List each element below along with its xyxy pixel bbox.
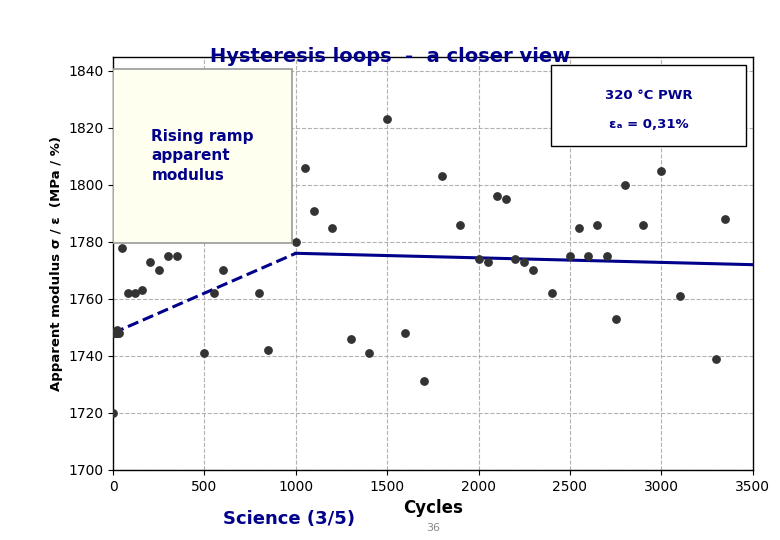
Point <box>363 349 375 357</box>
Point <box>122 289 134 298</box>
Point <box>299 164 311 172</box>
Point <box>527 266 540 275</box>
Point <box>108 329 120 338</box>
Point <box>253 289 265 298</box>
Point <box>710 354 722 363</box>
Point <box>161 252 174 260</box>
Point <box>171 252 183 260</box>
FancyBboxPatch shape <box>551 65 746 145</box>
Point <box>491 192 503 201</box>
Point <box>112 329 125 338</box>
Point <box>112 329 124 338</box>
Text: Science (3/5): Science (3/5) <box>222 510 355 529</box>
Point <box>564 252 576 260</box>
Point <box>326 224 339 232</box>
Point <box>673 292 686 300</box>
Point <box>271 206 284 215</box>
Text: Rising ramp
apparent
modulus: Rising ramp apparent modulus <box>151 129 254 183</box>
Point <box>609 314 622 323</box>
Point <box>108 329 121 338</box>
Point <box>719 215 732 224</box>
Point <box>111 326 123 334</box>
Point <box>107 329 119 338</box>
Point <box>180 226 193 235</box>
Text: Hysteresis loops  -  a closer view: Hysteresis loops - a closer view <box>210 47 570 66</box>
Point <box>129 289 141 298</box>
Point <box>153 266 165 275</box>
Point <box>619 180 631 189</box>
Point <box>454 220 466 229</box>
Point <box>509 255 521 264</box>
Text: εₐ = 0,31%: εₐ = 0,31% <box>609 118 689 131</box>
Point <box>518 258 530 266</box>
X-axis label: Cycles: Cycles <box>403 499 463 517</box>
Point <box>116 243 129 252</box>
Point <box>217 266 229 275</box>
Text: 320 °C PWR: 320 °C PWR <box>605 90 693 103</box>
Point <box>308 206 321 215</box>
Point <box>144 258 156 266</box>
Point <box>207 289 220 298</box>
Point <box>399 329 412 338</box>
Point <box>436 172 448 181</box>
Point <box>582 252 594 260</box>
Point <box>186 226 198 235</box>
Point <box>235 224 247 232</box>
Point <box>107 408 119 417</box>
Point <box>473 255 485 264</box>
Point <box>244 220 257 229</box>
Y-axis label: Apparent modulus σ / ε  (MPa / %): Apparent modulus σ / ε (MPa / %) <box>50 136 62 391</box>
Point <box>545 289 558 298</box>
FancyBboxPatch shape <box>113 69 292 242</box>
Point <box>500 195 512 204</box>
Point <box>381 115 393 124</box>
Text: ╱VTT: ╱VTT <box>654 510 704 531</box>
Point <box>591 220 604 229</box>
Point <box>345 334 357 343</box>
Point <box>573 224 585 232</box>
Point <box>655 166 668 175</box>
Point <box>417 377 430 386</box>
Point <box>198 349 211 357</box>
Point <box>262 346 275 354</box>
Point <box>136 286 148 295</box>
Point <box>289 238 302 246</box>
Point <box>481 258 494 266</box>
Text: 36: 36 <box>426 523 440 533</box>
Point <box>110 329 122 338</box>
Point <box>601 252 613 260</box>
Point <box>636 220 649 229</box>
